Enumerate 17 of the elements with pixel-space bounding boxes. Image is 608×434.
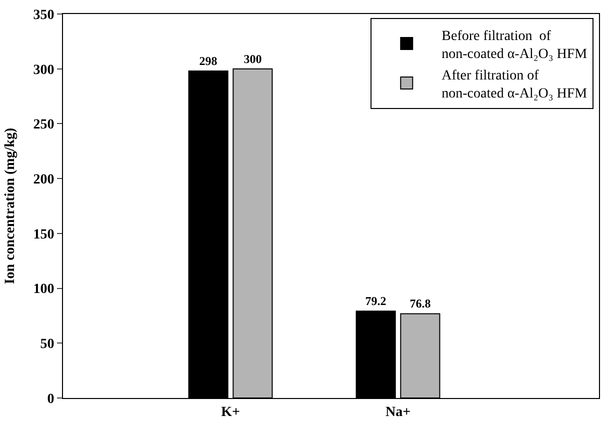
legend-label: After filtration of non-coated α-Al₂O₃ HFM xyxy=(442,68,588,102)
x-tick-label: K+ xyxy=(221,404,240,420)
data-label: 300 xyxy=(244,52,262,66)
y-tick-label: 300 xyxy=(33,62,54,78)
y-tick-label: 200 xyxy=(33,172,54,188)
legend-label: Before filtration of non-coated α-Al₂O₃ HFM xyxy=(442,28,588,62)
y-tick-label: 150 xyxy=(33,227,54,242)
data-label: 79.2 xyxy=(365,294,386,308)
x-tick-label: Na+ xyxy=(385,404,411,420)
y-tick-label: 0 xyxy=(47,392,54,407)
y-tick-label: 100 xyxy=(33,282,54,298)
data-label: 76.8 xyxy=(410,296,431,311)
y-tick-label: 50 xyxy=(40,337,54,352)
y-axis-title: Ion concentration (mg/kg) xyxy=(2,128,18,284)
data-label: 298 xyxy=(199,54,218,68)
y-tick-label: 350 xyxy=(33,8,54,23)
y-tick-label: 250 xyxy=(33,118,54,133)
